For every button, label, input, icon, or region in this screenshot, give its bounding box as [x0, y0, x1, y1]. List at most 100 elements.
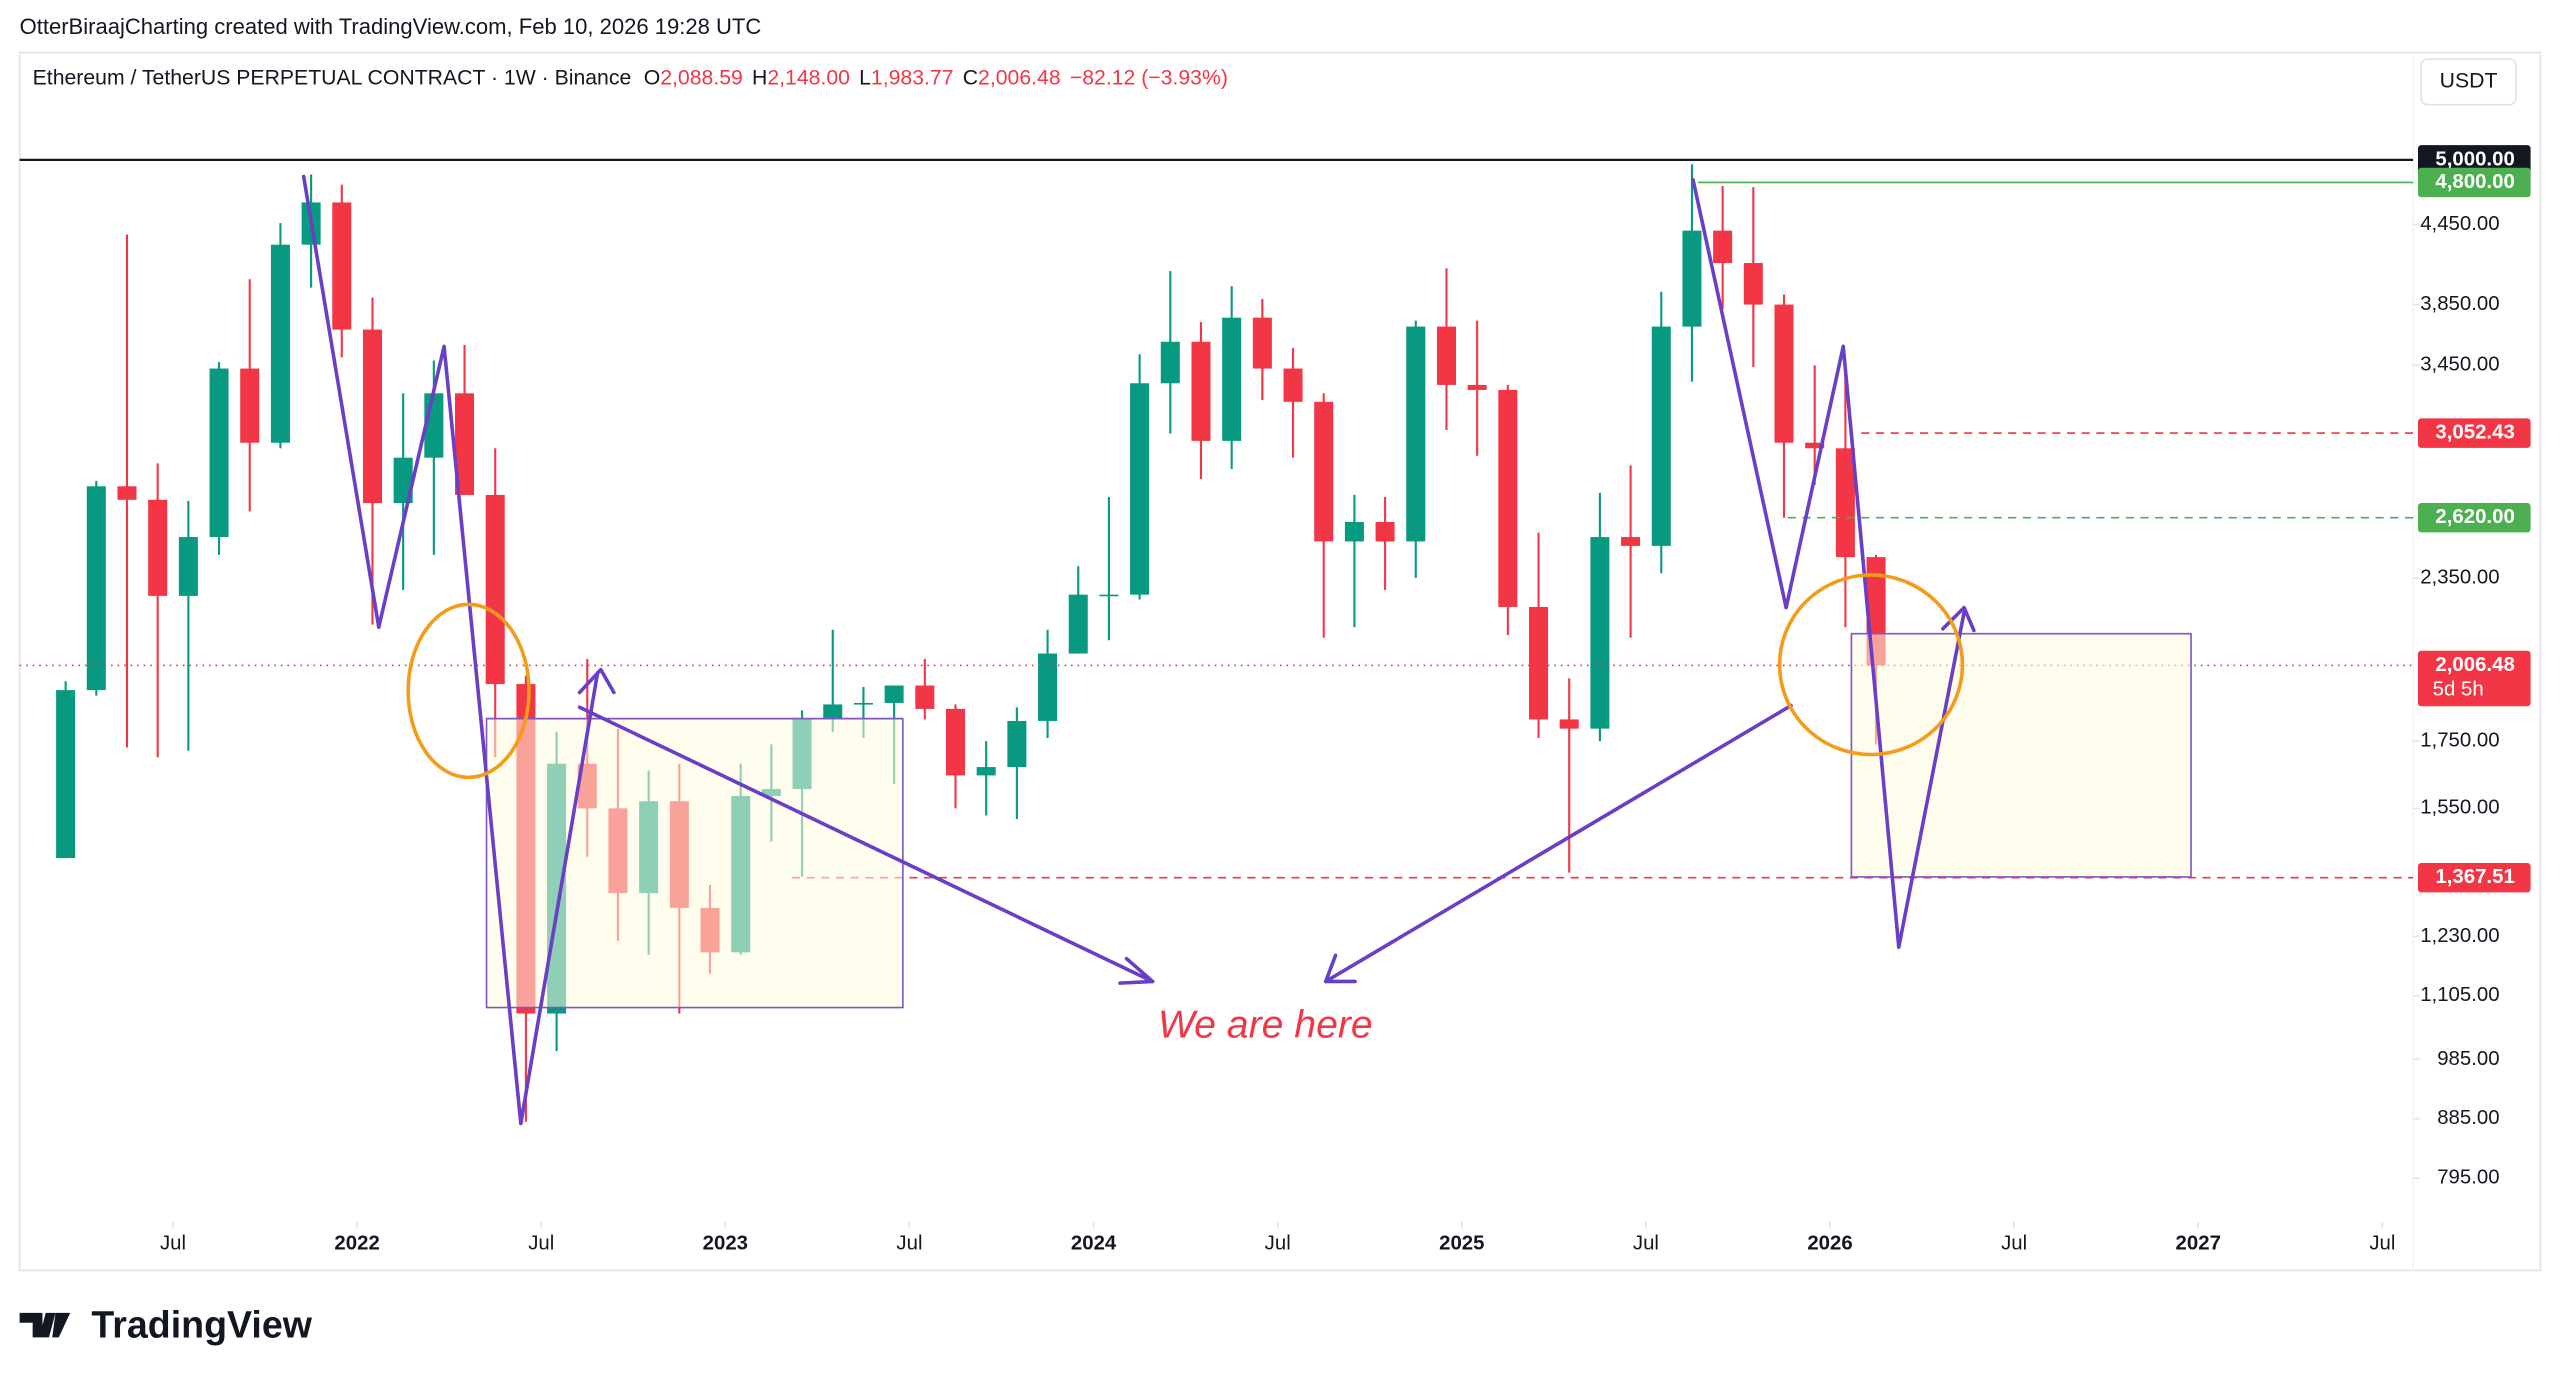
- candle-body: [1007, 720, 1027, 768]
- x-tick-label: 2025: [1439, 1233, 1484, 1255]
- candle-body: [1559, 719, 1579, 729]
- arrow-head: [577, 667, 616, 695]
- y-tick-label: 3,450.00: [2420, 354, 2499, 376]
- candle-body: [393, 457, 413, 504]
- price-label: 5,000.00: [2435, 148, 2514, 170]
- y-tick-label: 3,850.00: [2420, 293, 2499, 315]
- price-label-box: [2417, 863, 2531, 893]
- symbol: Ethereum / TetherUS PERPETUAL CONTRACT ·…: [33, 66, 632, 89]
- candle-body: [362, 329, 382, 504]
- price-label: 3,052.43: [2435, 422, 2514, 444]
- candle-body: [332, 202, 352, 330]
- price-label: 1,367.51: [2435, 866, 2514, 888]
- price-label: 2,006.48: [2435, 654, 2514, 676]
- y-tick-label: 2,350.00: [2420, 566, 2499, 588]
- candle-body: [1436, 326, 1456, 385]
- price-label-box: [2417, 167, 2531, 198]
- candle-body: [209, 368, 229, 538]
- price-label-box: [2417, 145, 2531, 175]
- ohlc-value: 2,148.00: [767, 66, 850, 89]
- candle-body: [1191, 341, 1211, 441]
- candle-body: [976, 767, 996, 776]
- ohlc-value: 2,088.59: [660, 66, 743, 89]
- attribution: OtterBiraajCharting created with Trading…: [20, 14, 762, 39]
- ohlc-value: 1,983.77: [871, 66, 954, 89]
- candle-body: [1743, 263, 1763, 305]
- candle-body: [1252, 317, 1272, 369]
- zigzag: [301, 174, 600, 1126]
- candle-body: [884, 685, 904, 703]
- candle-body: [1406, 326, 1426, 542]
- ohlc-key: L: [859, 66, 871, 89]
- circle: [406, 602, 531, 780]
- candle-body: [1713, 230, 1733, 264]
- arrow-head: [1118, 956, 1155, 985]
- currency-button[interactable]: [2420, 58, 2517, 106]
- candle-body: [945, 708, 966, 776]
- logo-text: TradingView: [91, 1304, 312, 1346]
- ohlc-value: 2,006.48: [978, 66, 1061, 89]
- price-label-box: [2417, 650, 2531, 707]
- x-tick-label: 2026: [1807, 1233, 1852, 1255]
- candle-body: [1160, 341, 1180, 384]
- candle-body: [853, 702, 873, 705]
- ohlc-key: O: [644, 66, 661, 89]
- x-tick-label: Jul: [1265, 1233, 1291, 1255]
- annotation: We are here: [1158, 1004, 1373, 1047]
- x-tick-label: 2022: [334, 1233, 379, 1255]
- y-tick-label: 1,750.00: [2420, 730, 2499, 752]
- candle-body: [56, 690, 76, 859]
- arrow-head: [1323, 953, 1357, 984]
- candle-body: [1835, 448, 1855, 558]
- candle-body: [1682, 230, 1702, 327]
- candle-body: [1467, 384, 1487, 390]
- box: [485, 717, 904, 1009]
- y-tick-label: 795.00: [2437, 1166, 2499, 1188]
- circle: [1777, 573, 1965, 757]
- ohlc-key: C: [963, 66, 978, 89]
- candle-body: [1498, 389, 1518, 607]
- candle-body: [1099, 594, 1119, 597]
- y-tick-label: 1,105.00: [2420, 984, 2499, 1006]
- candle-body: [1651, 326, 1671, 546]
- candle-body: [117, 486, 137, 500]
- price-label: 2,620.00: [2435, 506, 2514, 528]
- candle-body: [178, 537, 198, 596]
- candle-body: [1314, 401, 1334, 542]
- change: −82.12 (−3.93%): [1070, 66, 1228, 89]
- y-tick-label: 885.00: [2437, 1107, 2499, 1129]
- candle-body: [1375, 521, 1395, 542]
- currency[interactable]: USDT: [2440, 69, 2498, 92]
- candle-body: [1344, 521, 1364, 542]
- x-tick-label: 2023: [703, 1233, 748, 1255]
- x-tick-label: Jul: [1633, 1233, 1659, 1255]
- y-tick-label: 985.00: [2437, 1048, 2499, 1070]
- ohlc-key: H: [752, 66, 767, 89]
- price-label: 4,800.00: [2435, 171, 2514, 193]
- x-tick-label: Jul: [2369, 1233, 2395, 1255]
- y-tick-label: 4,450.00: [2420, 213, 2499, 235]
- candle-body: [1529, 606, 1549, 720]
- logo-mark: [19, 1312, 71, 1338]
- candle-body: [270, 244, 290, 443]
- y-tick-label: 1,550.00: [2420, 797, 2499, 819]
- arrow: [577, 705, 1155, 984]
- x-tick-label: 2027: [2176, 1233, 2221, 1255]
- candle-body: [1774, 304, 1794, 443]
- price-sublabel: 5d 5h: [2433, 678, 2484, 700]
- candle-body: [1590, 537, 1610, 729]
- arrow: [1323, 703, 1793, 984]
- candle-body: [1130, 383, 1150, 595]
- y-tick-label: 1,230.00: [2420, 925, 2499, 947]
- chart-frame: [18, 51, 2542, 1272]
- candle-body: [485, 494, 505, 685]
- candle-body: [148, 499, 168, 596]
- candle-body: [915, 685, 935, 709]
- x-tick-label: 2024: [1071, 1233, 1117, 1255]
- candle-body: [1621, 537, 1641, 546]
- candle-body: [1038, 653, 1058, 721]
- candle-body: [86, 486, 106, 691]
- price-label-box: [2417, 503, 2531, 533]
